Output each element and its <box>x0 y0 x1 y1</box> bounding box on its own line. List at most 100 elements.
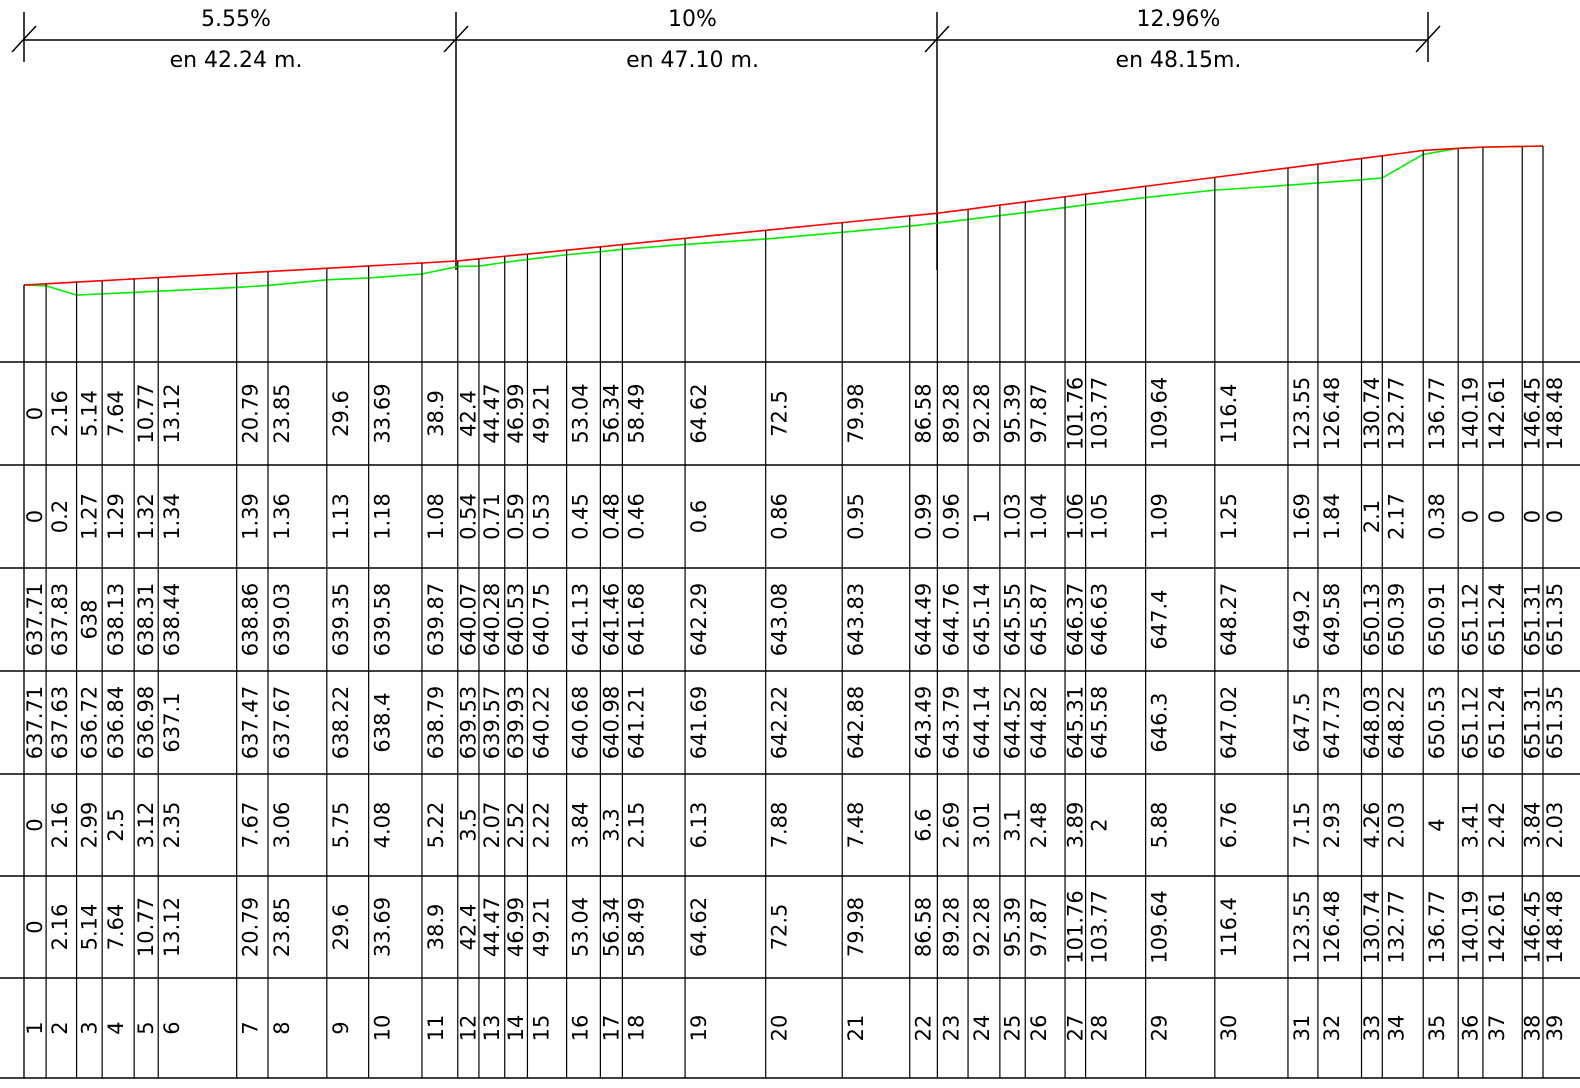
partial-distance-label: 4.26 <box>1360 802 1384 849</box>
cumulative-distance-label: 130.74 <box>1360 890 1384 963</box>
grade-elevation-label: 643.08 <box>768 583 792 656</box>
distance-label: 97.87 <box>1027 383 1051 443</box>
station-number-label: 17 <box>599 1015 623 1042</box>
station-number-label: 34 <box>1384 1015 1408 1042</box>
grade-elevation-label: 641.68 <box>624 583 648 656</box>
grade-elevation-label: 645.87 <box>1027 583 1051 656</box>
distance-label: 148.48 <box>1543 377 1567 450</box>
distance-label: 103.77 <box>1088 377 1112 450</box>
station-number-label: 16 <box>569 1015 593 1042</box>
cumulative-distance-label: 42.4 <box>456 904 480 951</box>
cut-label: 0 <box>1521 510 1545 523</box>
cumulative-distance-label: 56.34 <box>599 897 623 957</box>
cumulative-distance-label: 126.48 <box>1320 890 1344 963</box>
terrain-elevation-label: 647.5 <box>1290 692 1314 752</box>
station-number-label: 11 <box>424 1015 448 1042</box>
distance-label: 13.12 <box>160 383 184 443</box>
terrain-elevation-label: 651.31 <box>1521 686 1545 759</box>
distance-label: 79.98 <box>844 383 868 443</box>
cumulative-distance-label: 142.61 <box>1485 890 1509 963</box>
station-number-label: 24 <box>970 1015 994 1042</box>
cut-label: 2.17 <box>1384 493 1408 540</box>
cut-label: 0.46 <box>624 493 648 540</box>
cut-label: 1.05 <box>1088 493 1112 540</box>
cumulative-distance-label: 29.6 <box>329 904 353 951</box>
cumulative-distance-label: 10.77 <box>134 897 158 957</box>
grade-elevation-label: 638.86 <box>239 583 263 656</box>
terrain-elevation-label: 636.98 <box>134 686 158 759</box>
grade-elevation-label: 650.13 <box>1360 583 1384 656</box>
cut-label: 1 <box>970 510 994 523</box>
length-label: en 48.15m. <box>1116 48 1242 73</box>
cut-label: 0.2 <box>48 500 72 533</box>
partial-distance-label: 7.15 <box>1290 802 1314 849</box>
grade-elevation-label: 639.35 <box>329 583 353 656</box>
station-number-label: 9 <box>329 1021 353 1034</box>
grade-header: 5.55% en 42.24 m. 10% en 47.10 m. 12.96% en 4… <box>11 7 1441 270</box>
cut-label: 1.03 <box>1001 493 1025 540</box>
terrain-elevation-label: 640.68 <box>569 686 593 759</box>
terrain-elevation-label: 648.22 <box>1384 686 1408 759</box>
cut-label: 1.32 <box>134 493 158 540</box>
station-number-label: 22 <box>912 1015 936 1042</box>
station-number-label: 8 <box>270 1021 294 1034</box>
station-number-label: 12 <box>456 1015 480 1042</box>
cut-label: 0 <box>23 510 47 523</box>
cumulative-distance-label: 64.62 <box>687 897 711 957</box>
distance-label: 64.62 <box>687 383 711 443</box>
distance-label: 101.76 <box>1063 377 1087 450</box>
station-number-label: 38 <box>1521 1015 1545 1042</box>
terrain-elevation-label: 636.84 <box>104 686 128 759</box>
grade-elevation-label: 638.13 <box>104 583 128 656</box>
distance-label: 38.9 <box>424 390 448 437</box>
grade-line <box>23 145 1544 286</box>
distance-label: 136.77 <box>1425 377 1449 450</box>
grade-elevation-label: 637.71 <box>23 583 47 656</box>
terrain-elevation-label: 638.4 <box>371 692 395 752</box>
partial-distance-label: 2.22 <box>529 802 553 849</box>
cumulative-distance-label: 46.99 <box>504 897 528 957</box>
cumulative-distance-label: 97.87 <box>1027 897 1051 957</box>
terrain-elevation-label: 644.82 <box>1027 686 1051 759</box>
distance-label: 130.74 <box>1360 377 1384 450</box>
partial-distance-label: 3.41 <box>1459 802 1483 849</box>
grade-elevation-label: 640.75 <box>529 583 553 656</box>
terrain-elevation-label: 638.22 <box>329 686 353 759</box>
cumulative-distance-label: 53.04 <box>569 897 593 957</box>
partial-distance-label: 3.06 <box>270 802 294 849</box>
cumulative-distance-label: 38.9 <box>424 904 448 951</box>
distance-label: 86.58 <box>912 383 936 443</box>
cumulative-distance-label: 13.12 <box>160 897 184 957</box>
partial-distance-label: 7.88 <box>768 802 792 849</box>
cumulative-distance-label: 146.45 <box>1521 890 1545 963</box>
partial-distance-label: 2.16 <box>48 802 72 849</box>
partial-distance-label: 2.99 <box>77 802 101 849</box>
grade-label: 10% <box>668 7 717 32</box>
cumulative-distance-label: 136.77 <box>1425 890 1449 963</box>
dimension-tick <box>443 25 469 53</box>
grade-elevation-label: 638.44 <box>160 583 184 656</box>
cumulative-distance-label: 33.69 <box>371 897 395 957</box>
station-number-label: 15 <box>529 1015 553 1042</box>
partial-distance-label: 3.1 <box>1001 808 1025 841</box>
terrain-elevation-label: 645.31 <box>1063 686 1087 759</box>
cut-label: 1.69 <box>1290 493 1314 540</box>
cut-label: 0.48 <box>599 493 623 540</box>
terrain-elevation-label: 650.53 <box>1425 686 1449 759</box>
station-number-label: 3 <box>77 1021 101 1034</box>
cut-label: 2.1 <box>1360 500 1384 533</box>
cut-label: 0.95 <box>844 493 868 540</box>
grade-elevation-label: 644.76 <box>939 583 963 656</box>
terrain-elevation-label: 643.79 <box>939 686 963 759</box>
terrain-elevation-label: 647.73 <box>1320 686 1344 759</box>
grade-elevation-label: 646.63 <box>1088 583 1112 656</box>
terrain-elevation-label: 639.53 <box>456 686 480 759</box>
distance-label: 10.77 <box>134 383 158 443</box>
terrain-elevation-label: 637.63 <box>48 686 72 759</box>
distance-label: 72.5 <box>768 390 792 437</box>
distance-label: 23.85 <box>270 383 294 443</box>
cut-label: 0 <box>1485 510 1509 523</box>
cumulative-distance-label: 101.76 <box>1063 890 1087 963</box>
terrain-elevation-label: 644.52 <box>1001 686 1025 759</box>
station-number-label: 23 <box>939 1015 963 1042</box>
